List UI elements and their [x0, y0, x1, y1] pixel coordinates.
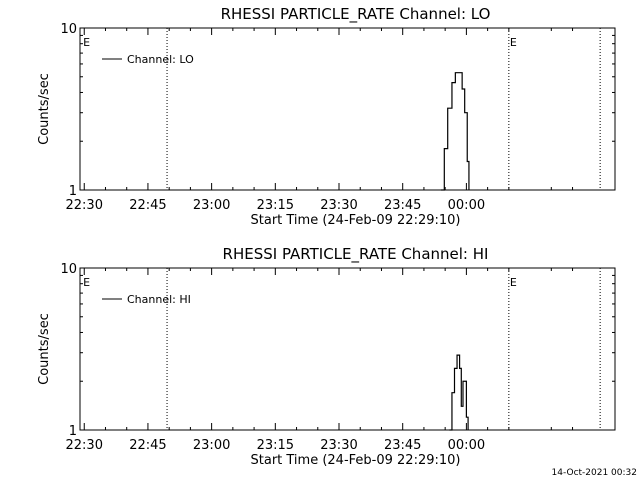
x-tick-label: 22:30: [66, 198, 103, 213]
x-tick-label: 00:00: [448, 438, 485, 453]
x-tick-label: 00:00: [448, 198, 485, 213]
x-tick-label: 23:15: [257, 198, 294, 213]
x-tick-label: 23:45: [384, 198, 421, 213]
event-marker-label: E: [83, 36, 90, 49]
x-axis-label: Start Time (24-Feb-09 22:29:10): [251, 453, 461, 468]
y-tick-label: 10: [60, 262, 77, 277]
event-marker-label: E: [510, 276, 517, 289]
x-tick-label: 23:15: [257, 438, 294, 453]
chart-title: RHESSI PARTICLE_RATE Channel: HI: [223, 245, 489, 264]
footer-timestamp: 14-Oct-2021 00:32: [552, 468, 637, 478]
x-tick-label: 22:30: [66, 438, 103, 453]
legend-entry: Channel: LO: [127, 53, 194, 66]
y-tick-label: 10: [60, 22, 77, 37]
series-line: [440, 72, 470, 191]
hi-channel-panel: RHESSI PARTICLE_RATE Channel: HI E E 22:30 2…: [37, 245, 616, 468]
x-tick-label: 23:00: [193, 198, 230, 213]
plot-frame: [79, 267, 616, 431]
event-marker-label: E: [510, 36, 517, 49]
legend-entry: Channel: HI: [127, 293, 191, 306]
x-tick-label: 23:00: [193, 438, 230, 453]
lo-channel-panel: RHESSI PARTICLE_RATE Channel: LO E E 22:30 2…: [37, 5, 616, 228]
y-tick-label: 1: [69, 424, 77, 439]
series-line: [449, 354, 469, 431]
x-tick-label: 22:45: [129, 198, 166, 213]
x-tick-label: 23:45: [384, 438, 421, 453]
y-tick-label: 1: [69, 184, 77, 199]
x-axis-label: Start Time (24-Feb-09 22:29:10): [251, 213, 461, 228]
event-marker-label: E: [83, 276, 90, 289]
y-axis-label: Counts/sec: [37, 73, 52, 145]
x-tick-label: 23:30: [320, 198, 357, 213]
plot-frame: [79, 27, 616, 191]
x-tick-label: 22:45: [129, 438, 166, 453]
y-axis-label: Counts/sec: [37, 313, 52, 385]
chart-title: RHESSI PARTICLE_RATE Channel: LO: [221, 5, 491, 24]
x-tick-label: 23:30: [320, 438, 357, 453]
